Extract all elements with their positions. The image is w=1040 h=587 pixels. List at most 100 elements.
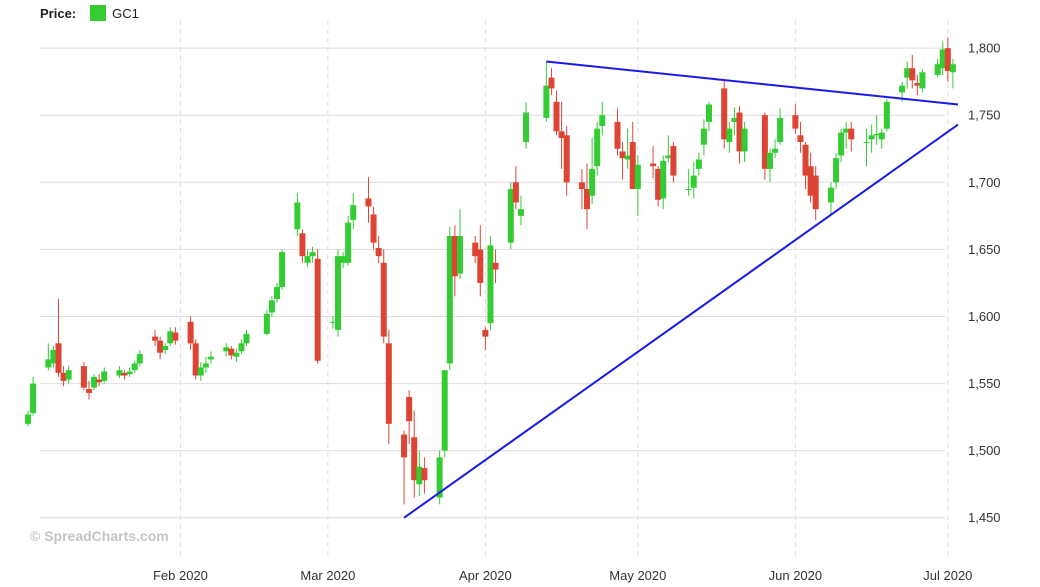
candle <box>131 360 138 373</box>
candle <box>91 374 98 391</box>
y-tick-label: 1,500 <box>968 443 1001 458</box>
candle <box>700 119 707 156</box>
y-tick-label: 1,700 <box>968 175 1001 190</box>
watermark: © SpreadCharts.com <box>30 528 169 544</box>
candle <box>670 142 677 183</box>
candle <box>660 155 667 210</box>
candle-body <box>25 414 31 424</box>
candle <box>157 336 164 360</box>
candle <box>584 163 591 230</box>
candle-body <box>827 187 834 203</box>
candle-body <box>263 313 270 334</box>
candle <box>517 195 524 226</box>
candle-body <box>345 222 352 263</box>
candle <box>167 327 174 346</box>
candle <box>30 376 37 416</box>
candle-body <box>833 158 840 183</box>
candle <box>187 316 194 351</box>
candle <box>624 128 631 169</box>
candle <box>375 235 382 263</box>
candle-body <box>670 146 677 176</box>
candle <box>589 138 596 204</box>
candle-body <box>456 235 463 274</box>
candle-body <box>223 347 230 352</box>
candle <box>792 104 799 134</box>
candle <box>223 343 230 357</box>
candle-body <box>863 142 870 144</box>
candle-body <box>416 466 423 485</box>
candle <box>487 235 494 330</box>
legend-series-name[interactable]: GC1 <box>112 5 139 21</box>
candle <box>446 226 453 371</box>
candle-body <box>848 128 855 140</box>
candle-body <box>873 134 880 136</box>
candle-body <box>80 366 87 388</box>
legend-swatch-gc1[interactable] <box>90 5 107 21</box>
candle-body <box>121 372 128 376</box>
candle <box>512 166 519 210</box>
candle-body <box>207 356 214 360</box>
candle <box>634 155 641 216</box>
candle <box>868 124 875 153</box>
candle-body <box>406 396 413 422</box>
candle <box>329 316 336 329</box>
candle <box>202 356 209 373</box>
candle-body <box>736 112 743 152</box>
candle-body <box>96 379 103 383</box>
candle <box>233 348 240 363</box>
candle-body <box>685 189 692 191</box>
candle-body <box>91 376 98 388</box>
candle <box>207 351 214 364</box>
candle <box>101 367 108 384</box>
candle-body <box>939 49 946 69</box>
candle-body <box>741 128 748 152</box>
candle-body <box>30 383 37 414</box>
candle <box>294 193 301 236</box>
candle-body <box>731 117 738 122</box>
candle-body <box>695 159 702 169</box>
candle <box>843 121 850 149</box>
candle-body <box>517 209 524 216</box>
candle <box>370 206 377 250</box>
candle-body <box>705 104 712 122</box>
candle-body <box>548 77 555 89</box>
candle-body <box>294 202 301 230</box>
candle-body <box>268 300 275 313</box>
candle <box>650 146 657 179</box>
candle <box>96 374 103 387</box>
candle-body <box>299 233 306 257</box>
x-tick-label: Jul 2020 <box>923 568 972 583</box>
candle <box>919 69 926 93</box>
x-tick-label: Mar 2020 <box>300 568 355 583</box>
candle <box>802 142 809 190</box>
candle-body <box>136 354 143 364</box>
candle <box>721 80 728 149</box>
candle-body <box>375 248 382 257</box>
x-axis-labels: Feb 2020 Mar 2020 Apr 2020 May 2020 Jun 2020… <box>153 568 972 583</box>
candle-body <box>802 144 809 176</box>
candle <box>553 91 560 136</box>
legend: Price: GC1 <box>40 5 139 21</box>
candle-body <box>487 245 494 324</box>
candle <box>335 249 341 337</box>
candle-body <box>238 343 245 352</box>
candle <box>228 346 235 360</box>
candle <box>863 128 870 167</box>
candle-body <box>883 101 890 129</box>
candle <box>192 339 199 380</box>
candle-body <box>202 363 209 368</box>
candle <box>949 58 956 89</box>
candle-body <box>949 64 956 73</box>
candle-body <box>914 83 921 86</box>
candle-body <box>523 112 530 143</box>
candle <box>441 370 448 458</box>
candle-body <box>909 68 916 81</box>
candle-body <box>721 88 728 140</box>
candle-body <box>512 182 519 203</box>
candle <box>578 168 585 210</box>
candle-body <box>578 182 585 190</box>
candles <box>25 37 956 505</box>
candle-body <box>421 468 428 481</box>
candle <box>85 380 92 400</box>
